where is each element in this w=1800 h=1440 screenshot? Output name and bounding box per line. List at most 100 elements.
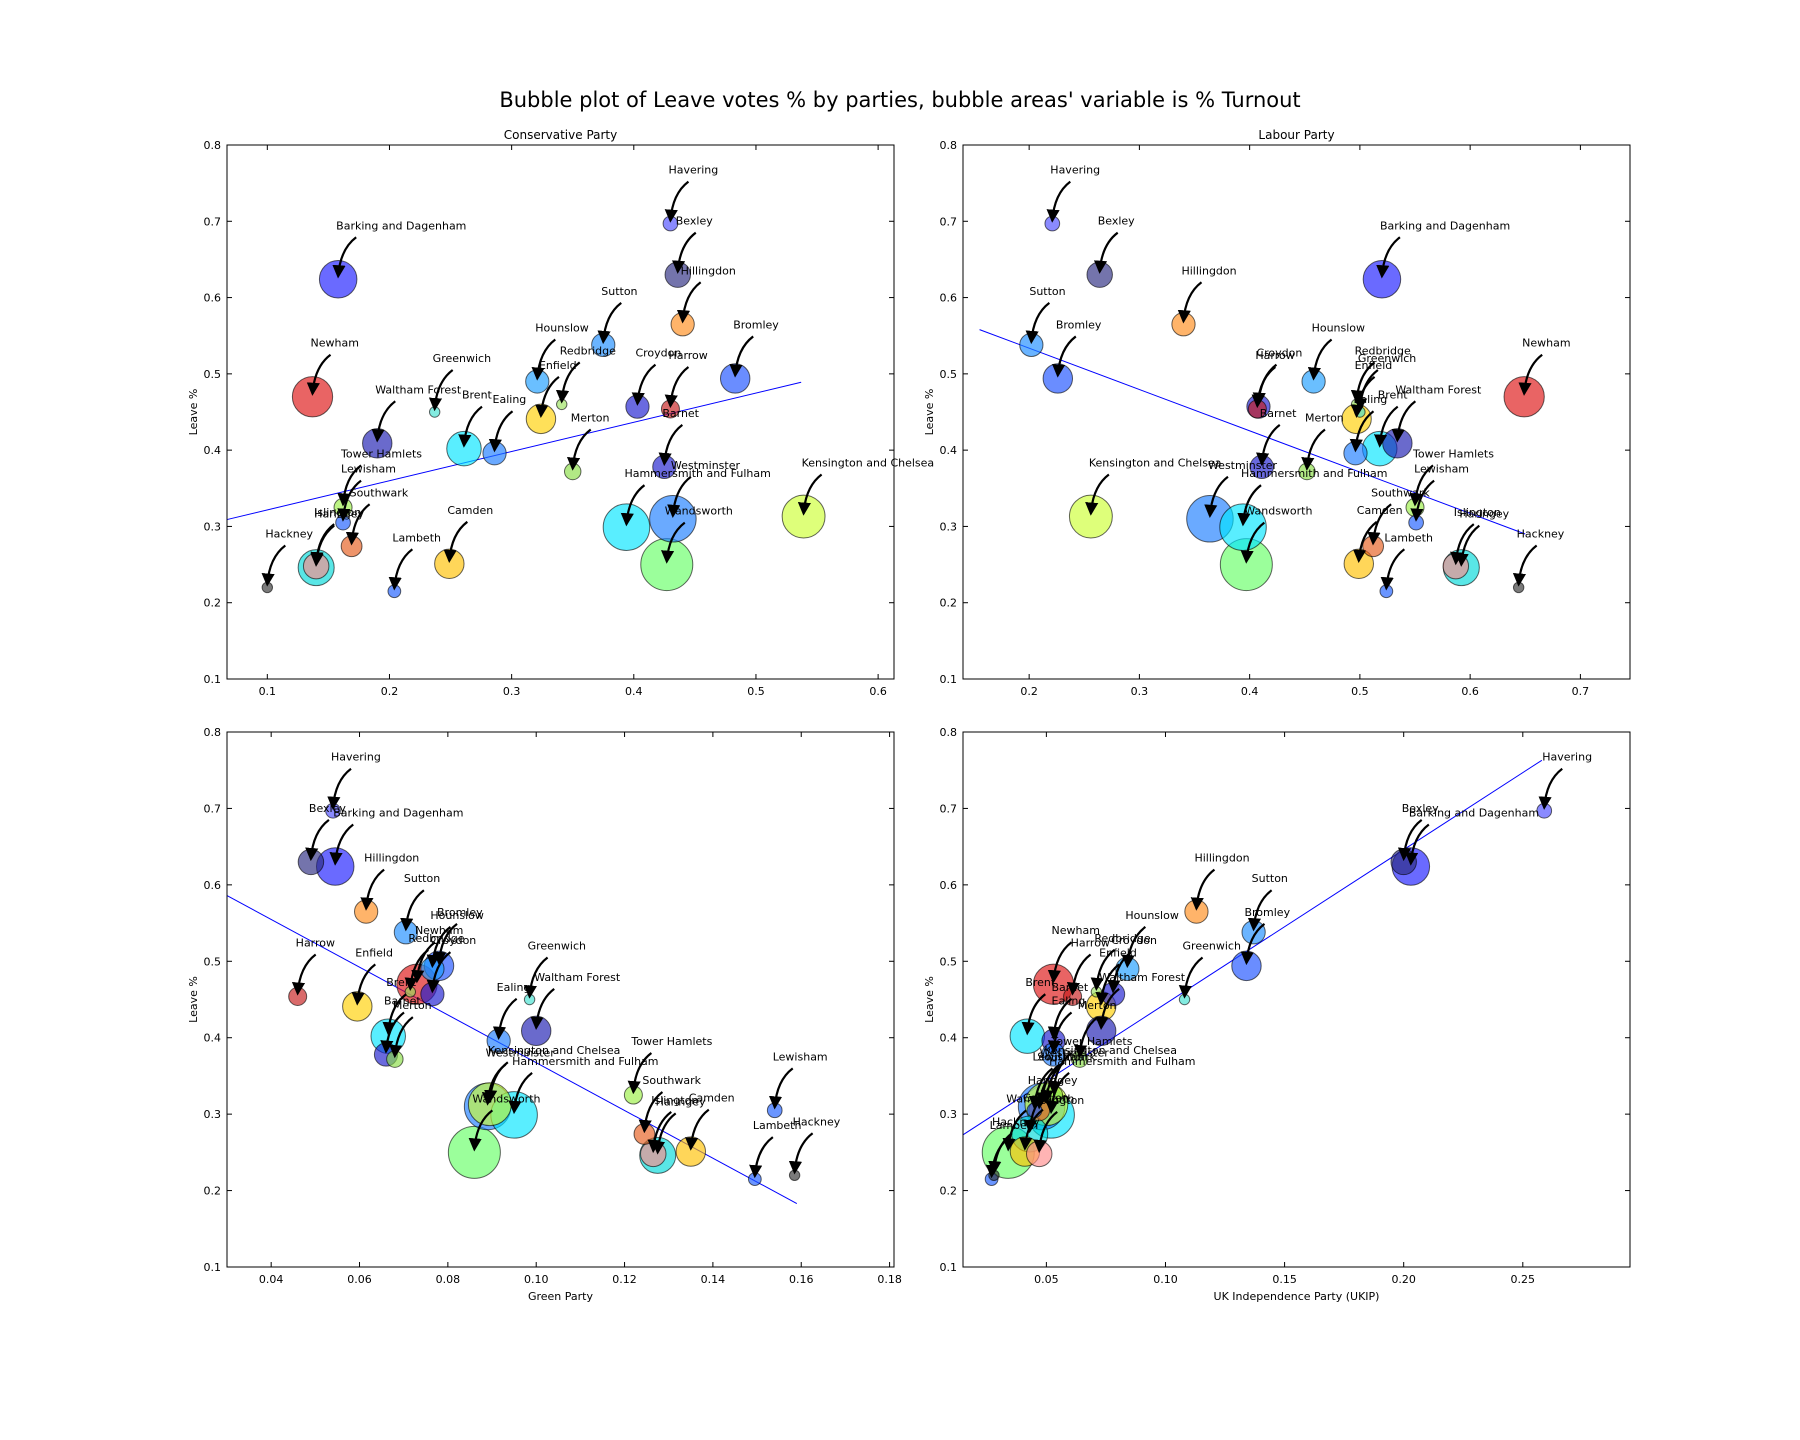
- annotation-arrow-southwark: [1367, 503, 1392, 546]
- x-tick-label: 0.20: [1391, 1273, 1416, 1286]
- annotation-arrow-sutton: [597, 301, 622, 345]
- annotation-arrow-wandsworth: [1240, 521, 1266, 564]
- y-tick-label: 0.1: [204, 673, 222, 686]
- annotation-label-lambeth: Lambeth: [1384, 531, 1433, 544]
- y-tick-label: 0.8: [940, 139, 958, 152]
- annotation-label-westminster: Westminster: [671, 459, 741, 472]
- annotation-label-hammersmith-and-fulham: Hammersmith and Fulham: [1049, 1055, 1195, 1068]
- annotation-arrow-enfield: [535, 375, 560, 419]
- annotation-label-hillingdon: Hillingdon: [1194, 852, 1249, 865]
- annotation-label-southwark: Southwark: [1371, 486, 1430, 499]
- bubble-newham: [1503, 376, 1545, 418]
- annotation-arrow-hackney: [261, 544, 286, 587]
- annotation-arrow-lewisham: [1410, 479, 1435, 522]
- y-tick-label: 0.6: [204, 292, 222, 305]
- annotation-label-bexley: Bexley: [1098, 215, 1135, 228]
- trend-line: [962, 759, 1543, 1136]
- annotation-label-bromley: Bromley: [733, 318, 779, 331]
- annotation-label-barking-and-dagenham: Barking and Dagenham: [336, 219, 466, 232]
- annotation-label-merton: Merton: [393, 999, 432, 1012]
- annotation-label-islington: Islington: [1454, 506, 1501, 519]
- annotation-label-hillingdon: Hillingdon: [364, 852, 419, 865]
- annotation-arrow-camden: [1019, 1108, 1044, 1151]
- x-tick-label: 0.6: [869, 685, 887, 698]
- subplot-1: Havering Barking and Dagenham Bexley Hillin…: [187, 128, 934, 698]
- annotation-arrow-waltham-forest: [1095, 987, 1120, 1031]
- y-tick-label: 0.2: [204, 597, 222, 610]
- annotation-label-greenwich: Greenwich: [1358, 352, 1416, 365]
- annotation-arrow-westminster: [481, 1063, 507, 1106]
- annotation-arrow-brent: [1021, 993, 1047, 1036]
- annotation-label-bexley: Bexley: [309, 802, 346, 815]
- annotation-arrow-westminster: [667, 475, 692, 518]
- annotation-label-barnet: Barnet: [1052, 981, 1089, 994]
- x-tick-label: 0.4: [625, 685, 643, 698]
- annotation-arrow-newham: [1047, 941, 1073, 984]
- annotation-label-haringey: Haringey: [314, 508, 364, 521]
- annotation-arrow-bexley: [672, 231, 697, 274]
- annotation-arrow-hounslow: [531, 338, 556, 381]
- annotation-arrow-bexley: [1397, 819, 1423, 862]
- y-tick-label: 0.5: [940, 955, 958, 968]
- annotation-label-camden: Camden: [1357, 504, 1403, 517]
- plot-frame: [226, 731, 895, 1268]
- y-tick-label: 0.1: [204, 1261, 222, 1274]
- annotation-arrow-haringey: [651, 1112, 677, 1155]
- y-axis-label: Leave %: [923, 389, 936, 436]
- annotation-label-waltham-forest: Waltham Forest: [534, 971, 621, 984]
- plot-frame: [962, 731, 1631, 1268]
- y-tick-label: 0.7: [940, 802, 958, 815]
- plot-frame: [962, 144, 1631, 680]
- annotation-label-islington: Islington: [314, 506, 361, 519]
- x-tick-label: 0.12: [612, 1273, 637, 1286]
- y-tick-label: 0.3: [204, 520, 222, 533]
- annotation-arrow-hammersmith-and-fulham: [1045, 1072, 1070, 1115]
- annotation-label-waltham-forest: Waltham Forest: [375, 383, 462, 396]
- annotation-label-lambeth: Lambeth: [753, 1119, 802, 1132]
- annotation-arrow-bexley: [305, 819, 330, 862]
- annotation-label-camden: Camden: [447, 504, 493, 517]
- y-tick-label: 0.2: [204, 1185, 222, 1198]
- annotation-label-harrow: Harrow: [668, 349, 707, 362]
- y-tick-label: 0.7: [940, 215, 958, 228]
- annotation-label-tower-hamlets: Tower Hamlets: [1051, 1035, 1133, 1048]
- annotation-arrow-redbridge: [1090, 948, 1116, 992]
- annotation-arrow-ealing: [492, 997, 518, 1040]
- annotation-arrow-tower-hamlets: [337, 464, 362, 507]
- annotation-label-sutton: Sutton: [1029, 285, 1065, 298]
- annotation-arrow-hillingdon: [1190, 868, 1216, 911]
- annotation-label-southwark: Southwark: [350, 486, 409, 499]
- annotation-arrow-enfield: [1350, 375, 1376, 419]
- annotation-label-islington: Islington: [1037, 1094, 1084, 1107]
- annotation-label-bromley: Bromley: [437, 906, 483, 919]
- x-tick-label: 0.3: [503, 685, 521, 698]
- annotation-arrow-westminster: [1204, 475, 1229, 518]
- plot-frame: [226, 144, 895, 680]
- x-tick-label: 0.16: [789, 1273, 814, 1286]
- bubble-hammersmith-and-fulham: [602, 503, 651, 551]
- annotation-arrow-bromley: [1052, 335, 1077, 378]
- annotation-arrow-wandsworth: [468, 1109, 494, 1152]
- annotation-arrow-hillingdon: [676, 281, 702, 324]
- bubble-wandsworth: [447, 1125, 501, 1179]
- annotation-arrow-hillingdon: [1177, 281, 1203, 324]
- annotation-label-newham: Newham: [415, 924, 463, 937]
- annotation-label-hackney: Hackney: [992, 1115, 1040, 1128]
- annotation-arrow-harrow: [1066, 953, 1092, 996]
- annotation-label-haringey: Haringey: [656, 1095, 706, 1108]
- y-tick-label: 0.8: [940, 726, 958, 739]
- annotation-arrow-merton: [389, 1016, 414, 1059]
- annotation-arrow-waltham-forest: [1391, 400, 1417, 443]
- annotation-arrow-lewisham: [337, 479, 362, 522]
- annotation-arrow-lambeth: [749, 1136, 774, 1179]
- annotation-label-lewisham: Lewisham: [773, 1050, 828, 1063]
- annotation-label-barnet: Barnet: [662, 407, 699, 420]
- annotation-label-lambeth: Lambeth: [990, 1119, 1039, 1132]
- annotation-label-hammersmith-and-fulham: Hammersmith and Fulham: [512, 1055, 658, 1068]
- x-axis-label: Green Party: [528, 1290, 594, 1303]
- annotation-label-kensington-and-chelsea: Kensington and Chelsea: [802, 457, 935, 470]
- annotation-arrow-barking-and-dagenham: [329, 823, 354, 866]
- annotation-label-hillingdon: Hillingdon: [681, 264, 736, 277]
- annotation-arrow-bromley: [1240, 922, 1266, 966]
